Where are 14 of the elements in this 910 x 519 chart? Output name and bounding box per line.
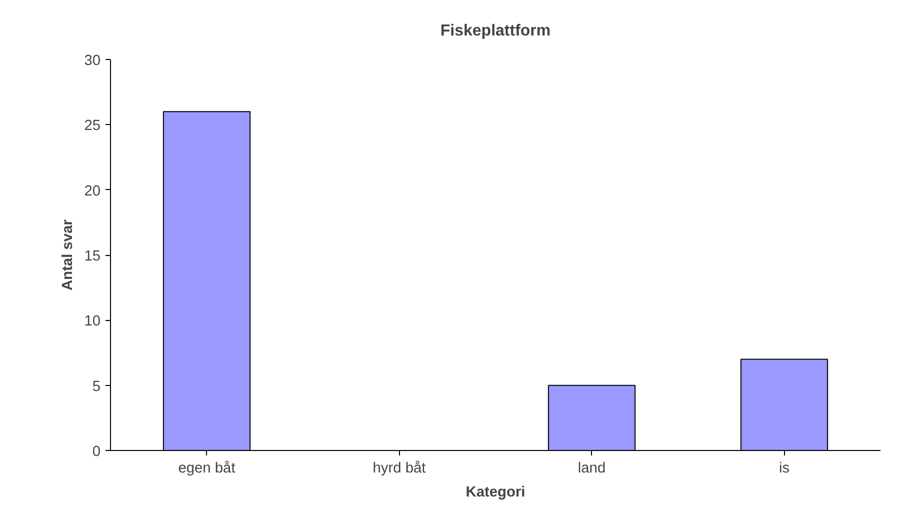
y-tick-label: 30	[84, 53, 101, 69]
y-tick-label: 5	[92, 378, 101, 395]
x-axis-title: Kategori	[466, 484, 526, 500]
y-axis-title: Antal svar	[60, 219, 76, 290]
y-tick-label: 25	[84, 118, 101, 134]
x-tick-label: hyrd båt	[372, 460, 426, 476]
x-tick-label: egen båt	[178, 460, 236, 476]
y-tick-label: 20	[84, 183, 101, 200]
y-tick-label: 0	[92, 444, 101, 460]
y-tick-label: 10	[84, 314, 101, 330]
x-tick-label: land	[578, 460, 606, 476]
chart-title: Fiskeplattform	[440, 22, 551, 40]
x-tick-label: is	[778, 460, 790, 476]
y-tick-label: 15	[84, 248, 101, 264]
